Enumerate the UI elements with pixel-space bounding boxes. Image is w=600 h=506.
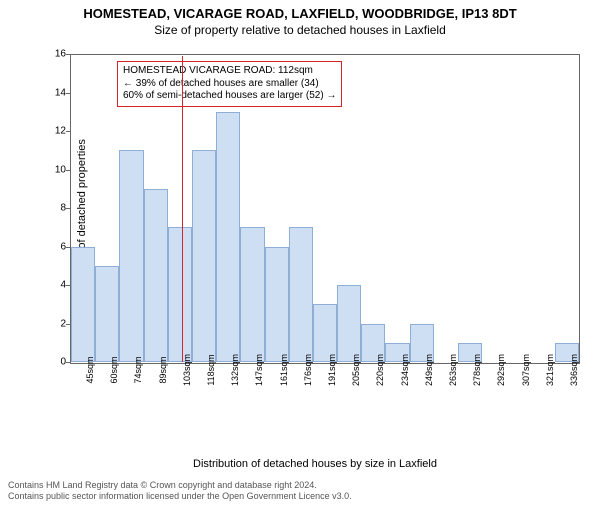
x-axis-label: Distribution of detached houses by size … — [50, 458, 580, 470]
y-tick-mark — [66, 54, 70, 55]
x-tick-label: 278sqm — [472, 354, 482, 386]
y-tick-mark — [66, 208, 70, 209]
y-tick-mark — [66, 285, 70, 286]
histogram-bar — [95, 266, 119, 362]
x-tick-label: 89sqm — [158, 356, 168, 383]
x-tick-label: 263sqm — [448, 354, 458, 386]
histogram-bar — [71, 247, 95, 363]
x-tick-label: 249sqm — [424, 354, 434, 386]
y-tick-mark — [66, 131, 70, 132]
y-tick-label: 8 — [46, 203, 66, 214]
histogram-bar — [144, 189, 168, 362]
x-tick-label: 176sqm — [303, 354, 313, 386]
x-tick-label: 161sqm — [279, 354, 289, 386]
histogram-bar — [240, 227, 264, 362]
y-tick-label: 4 — [46, 280, 66, 291]
marker-callout: HOMESTEAD VICARAGE ROAD: 112sqm ← 39% of… — [117, 61, 342, 107]
x-tick-label: 118sqm — [206, 354, 216, 385]
histogram-bar — [192, 150, 216, 362]
y-tick-mark — [66, 324, 70, 325]
y-tick-label: 12 — [46, 126, 66, 137]
chart-container: Number of detached properties HOMESTEAD … — [50, 54, 580, 414]
x-tick-label: 292sqm — [496, 354, 506, 386]
footer-attribution: Contains HM Land Registry data © Crown c… — [8, 480, 592, 502]
x-tick-label: 205sqm — [351, 354, 361, 386]
y-tick-label: 6 — [46, 241, 66, 252]
x-tick-label: 321sqm — [545, 354, 555, 386]
x-tick-label: 147sqm — [254, 354, 264, 386]
footer-line-2: Contains public sector information licen… — [8, 491, 592, 502]
x-tick-label: 234sqm — [400, 354, 410, 386]
chart-title-main: HOMESTEAD, VICARAGE ROAD, LAXFIELD, WOOD… — [0, 6, 600, 21]
histogram-bar — [119, 150, 143, 362]
y-tick-label: 14 — [46, 87, 66, 98]
y-tick-mark — [66, 93, 70, 94]
y-tick-label: 10 — [46, 164, 66, 175]
callout-line-3: 60% of semi-detached houses are larger (… — [123, 90, 336, 103]
x-tick-label: 103sqm — [182, 354, 192, 386]
footer-line-1: Contains HM Land Registry data © Crown c… — [8, 480, 592, 491]
histogram-bar — [337, 285, 361, 362]
plot-area: HOMESTEAD VICARAGE ROAD: 112sqm ← 39% of… — [70, 54, 580, 364]
x-tick-label: 191sqm — [327, 354, 337, 386]
x-tick-label: 132sqm — [230, 354, 240, 386]
y-tick-mark — [66, 247, 70, 248]
x-tick-label: 74sqm — [133, 356, 143, 383]
x-tick-label: 220sqm — [375, 354, 385, 386]
y-tick-label: 2 — [46, 318, 66, 329]
y-tick-mark — [66, 362, 70, 363]
histogram-bar — [289, 227, 313, 362]
x-tick-label: 45sqm — [85, 356, 95, 383]
y-tick-label: 0 — [46, 357, 66, 368]
callout-line-1: HOMESTEAD VICARAGE ROAD: 112sqm — [123, 65, 336, 78]
callout-line-2: ← 39% of detached houses are smaller (34… — [123, 78, 336, 91]
x-tick-label: 307sqm — [521, 354, 531, 386]
y-tick-mark — [66, 170, 70, 171]
histogram-bar — [265, 247, 289, 363]
histogram-bar — [168, 227, 192, 362]
property-marker-line — [182, 56, 183, 362]
x-tick-label: 60sqm — [109, 356, 119, 383]
chart-title-sub: Size of property relative to detached ho… — [0, 23, 600, 37]
y-tick-label: 16 — [46, 49, 66, 60]
histogram-bar — [216, 112, 240, 362]
x-tick-label: 336sqm — [569, 354, 579, 386]
